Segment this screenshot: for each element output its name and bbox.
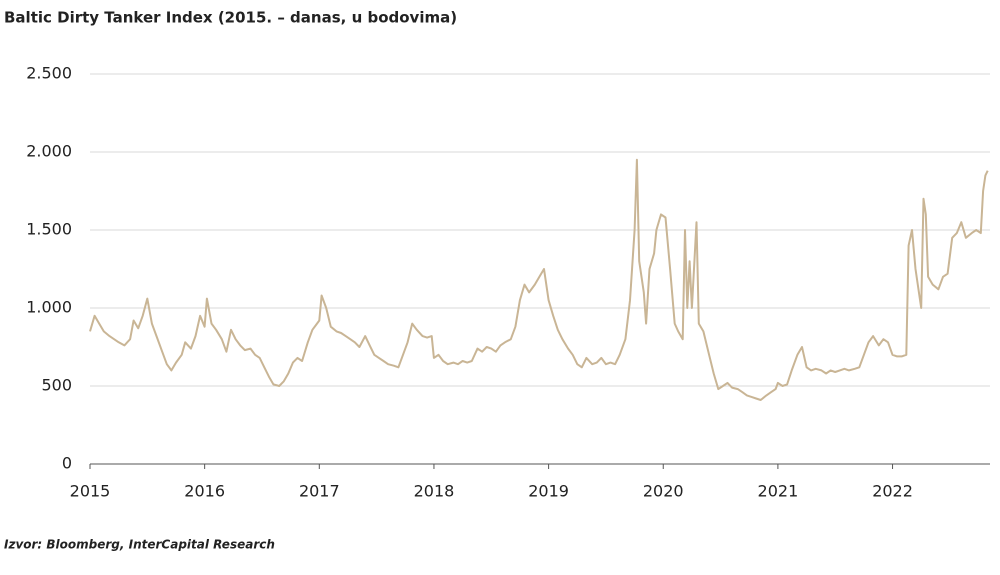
y-tick-label: 2.000 (26, 142, 72, 161)
source-note: Izvor: Bloomberg, InterCapital Research (4, 538, 275, 552)
y-tick-label: 0 (62, 454, 72, 473)
x-tick-label: 2022 (872, 482, 913, 501)
x-tick-label: 2021 (758, 482, 799, 501)
y-tick-label: 1.500 (26, 220, 72, 239)
y-tick-label: 2.500 (26, 64, 72, 83)
x-tick-label: 2016 (184, 482, 225, 501)
chart-title: Baltic Dirty Tanker Index (2015. – danas… (4, 9, 457, 27)
x-tick-label: 2020 (643, 482, 684, 501)
y-tick-label: 500 (41, 376, 72, 395)
x-tick-label: 2015 (70, 482, 111, 501)
x-tick-label: 2018 (414, 482, 455, 501)
data-line (89, 158, 989, 401)
x-tick-label: 2019 (528, 482, 569, 501)
y-tick-label: 1.000 (26, 298, 72, 317)
x-tick-label: 2017 (299, 482, 340, 501)
